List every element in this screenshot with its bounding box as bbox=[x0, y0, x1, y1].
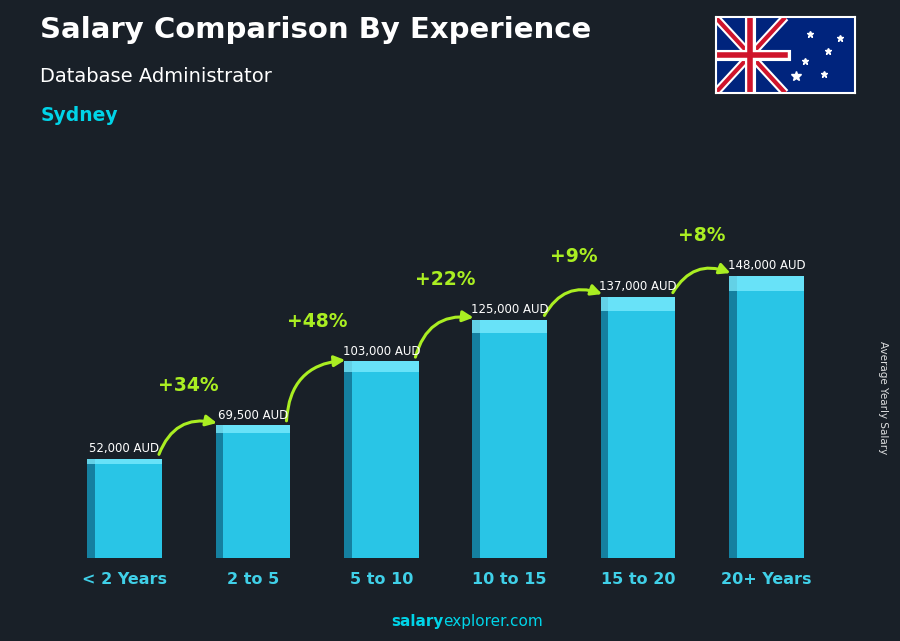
Text: +9%: +9% bbox=[550, 247, 598, 266]
Text: 69,500 AUD: 69,500 AUD bbox=[218, 409, 288, 422]
Bar bbox=[216, 425, 223, 558]
Bar bbox=[344, 362, 352, 558]
Bar bbox=[344, 362, 418, 558]
Text: Average Yearly Salary: Average Yearly Salary bbox=[878, 341, 887, 454]
Text: +48%: +48% bbox=[287, 312, 347, 331]
Bar bbox=[729, 276, 804, 291]
Bar bbox=[344, 362, 418, 372]
Bar bbox=[729, 276, 804, 558]
Text: 148,000 AUD: 148,000 AUD bbox=[727, 260, 806, 272]
Text: +8%: +8% bbox=[679, 226, 726, 246]
Text: Salary Comparison By Experience: Salary Comparison By Experience bbox=[40, 16, 592, 44]
Bar bbox=[601, 297, 608, 558]
Bar bbox=[472, 320, 547, 558]
Bar bbox=[729, 276, 736, 558]
Text: Sydney: Sydney bbox=[40, 106, 118, 125]
Text: 103,000 AUD: 103,000 AUD bbox=[343, 345, 420, 358]
Bar bbox=[601, 297, 675, 311]
Bar bbox=[472, 320, 480, 558]
Text: +22%: +22% bbox=[415, 270, 476, 289]
Bar bbox=[601, 297, 675, 558]
Text: 137,000 AUD: 137,000 AUD bbox=[599, 280, 677, 294]
Text: 125,000 AUD: 125,000 AUD bbox=[471, 303, 548, 316]
Bar bbox=[216, 425, 290, 433]
Bar bbox=[87, 458, 162, 558]
Text: salary: salary bbox=[392, 615, 444, 629]
Bar bbox=[472, 320, 547, 333]
Text: Database Administrator: Database Administrator bbox=[40, 67, 273, 87]
Text: +34%: +34% bbox=[158, 376, 219, 395]
Bar bbox=[87, 458, 162, 464]
Text: 52,000 AUD: 52,000 AUD bbox=[89, 442, 158, 455]
Bar bbox=[216, 425, 290, 558]
Bar bbox=[87, 458, 94, 558]
Text: explorer.com: explorer.com bbox=[443, 615, 543, 629]
